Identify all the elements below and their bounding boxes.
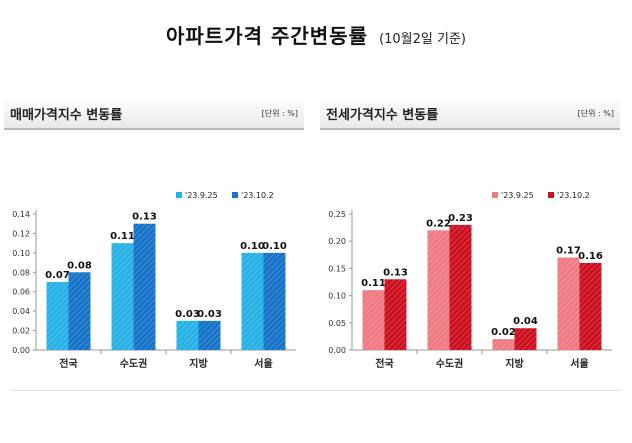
jeonse-panel-header: 전세가격지수 변동률 [단위 : %] [320,98,620,130]
category-label: 전국 [375,357,393,370]
data-label: 0.04 [513,316,538,327]
legend-label: '23.9.25 [501,191,534,200]
sale-panel-header: 매매가격지수 변동률 [단위 : %] [4,98,304,130]
category-label: 지방 [505,357,524,370]
bar-수도권-1 [449,224,472,350]
main-title: 아파트가격 주간변동률 (10월2일 기준) [0,20,632,49]
bar-서울-1 [263,252,286,350]
y-tick-label: 0.20 [328,237,346,246]
legend-swatch [176,192,182,198]
legend-swatch [492,192,498,198]
y-tick-label: 0.10 [328,292,346,301]
category-label: 수도권 [120,358,148,370]
y-tick-label: 0.15 [328,264,346,273]
bar-지방-1 [198,320,221,350]
bar-수도권-0 [111,243,134,350]
data-label: 0.22 [426,218,451,229]
sale-chart: 0.000.020.040.060.080.100.120.140.070.08… [12,191,296,370]
y-tick-label: 0.06 [12,288,30,297]
bar-서울-0 [241,252,264,350]
bar-전국-0 [362,290,385,350]
y-tick-label: 0.08 [12,268,30,277]
legend-swatch [232,192,238,198]
legend-label: '23.9.25 [185,191,218,200]
category-label: 서울 [254,357,272,370]
data-label: 0.10 [262,241,287,252]
sale-panel-unit: [단위 : %] [261,109,298,118]
data-label: 0.13 [132,212,157,223]
category-label: 전국 [59,357,77,370]
bar-전국-0 [46,282,69,350]
jeonse-panel: 전세가격지수 변동률 [단위 : %] 0.00 0.05 0.10 0.15 0.20… [320,98,620,388]
main-title-text: 아파트가격 주간변동률 [166,24,368,48]
bar-수도권-1 [133,223,156,350]
data-label: 0.03 [175,309,200,320]
category-label: 서울 [570,357,588,370]
bar-전국-1 [384,279,407,350]
legend-label: '23.10.2 [557,191,590,200]
y-tick-label: 0.10 [12,249,30,258]
bar-지방-0 [176,320,199,350]
data-label: 0.03 [197,309,222,320]
data-label: 0.10 [240,241,265,252]
category-label: 지방 [189,357,208,370]
bar-지방-1 [514,328,537,350]
bar-수도권-0 [427,230,450,350]
data-label: 0.02 [491,327,516,338]
data-label: 0.11 [361,278,386,289]
bar-서울-1 [579,262,602,350]
data-label: 0.07 [45,270,70,281]
data-label: 0.23 [448,213,473,224]
jeonse-panel-title: 전세가격지수 변동률 [326,108,439,123]
bar-서울-0 [557,257,580,350]
main-title-date: (10월2일 기준) [379,32,466,47]
y-tick-label: 0.14 [12,210,30,219]
category-label: 수도권 [436,358,464,370]
data-label: 0.11 [110,231,135,242]
data-label: 0.13 [383,267,408,278]
data-label: 0.16 [578,251,603,262]
data-label: 0.08 [67,260,92,271]
y-tick-label: 0.04 [12,307,30,316]
y-tick-label: 0.00 [328,346,346,355]
y-tick-label: 0.05 [328,319,346,328]
y-tick-label: 0.12 [12,229,30,238]
legend-label: '23.10.2 [241,191,274,200]
jeonse-chart: 0.000.050.100.150.200.250.110.13전국0.220.… [328,191,612,370]
data-label: 0.17 [556,246,581,257]
sale-panel: 매매가격지수 변동률 [단위 : %] 0.00 0.02 0.04 0.06 0.08… [4,98,304,388]
bar-전국-1 [68,272,91,350]
legend-swatch [548,192,554,198]
jeonse-panel-unit: [단위 : %] [577,109,614,118]
bar-지방-0 [492,339,515,350]
y-tick-label: 0.25 [328,210,346,219]
sale-panel-title: 매매가격지수 변동률 [10,108,123,123]
y-tick-label: 0.02 [12,327,30,336]
bottom-divider [10,390,622,391]
y-tick-label: 0.00 [12,346,30,355]
